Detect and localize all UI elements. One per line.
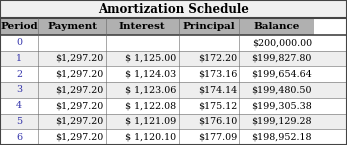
Bar (239, 18, 314, 35)
Text: Amortization Schedule: Amortization Schedule (98, 3, 249, 16)
Text: $ 1,122.08: $ 1,122.08 (126, 101, 177, 110)
Text: Principal: Principal (183, 22, 235, 31)
Bar (179, 18, 239, 35)
Text: $ 1,123.06: $ 1,123.06 (125, 85, 177, 94)
Bar (0, 66, 347, 82)
Text: 4: 4 (16, 101, 22, 110)
Text: $177.09: $177.09 (198, 133, 237, 142)
Text: $1,297.20: $1,297.20 (56, 101, 104, 110)
Text: 3: 3 (16, 85, 22, 94)
Text: Payment: Payment (47, 22, 97, 31)
Text: $199,129.28: $199,129.28 (252, 117, 312, 126)
Text: $173.16: $173.16 (198, 70, 237, 79)
Bar (0, 129, 347, 145)
Bar (0, 51, 347, 66)
Text: $199,827.80: $199,827.80 (252, 54, 312, 63)
Text: Balance: Balance (254, 22, 300, 31)
Text: $198,952.18: $198,952.18 (252, 133, 312, 142)
Text: $172.20: $172.20 (198, 54, 237, 63)
Text: $ 1,121.09: $ 1,121.09 (125, 117, 177, 126)
Text: 0: 0 (16, 38, 22, 47)
Text: 1: 1 (16, 54, 22, 63)
Bar (106, 18, 179, 35)
Text: $ 1,124.03: $ 1,124.03 (125, 70, 177, 79)
Text: $199,480.50: $199,480.50 (252, 85, 312, 94)
Text: $1,297.20: $1,297.20 (56, 117, 104, 126)
Bar (0, 0, 347, 18)
Bar (0, 114, 347, 129)
Text: Interest: Interest (119, 22, 166, 31)
Text: $199,305.38: $199,305.38 (251, 101, 312, 110)
Bar (38, 18, 106, 35)
Bar (0, 35, 347, 51)
Text: 6: 6 (16, 133, 22, 142)
Bar (0, 98, 347, 114)
Text: $1,297.20: $1,297.20 (56, 54, 104, 63)
Text: Period: Period (0, 22, 38, 31)
Text: 5: 5 (16, 117, 22, 126)
Text: $ 1,125.00: $ 1,125.00 (125, 54, 177, 63)
Text: $175.12: $175.12 (198, 101, 237, 110)
Text: $174.14: $174.14 (198, 85, 237, 94)
Bar (0, 82, 347, 98)
Text: $1,297.20: $1,297.20 (56, 85, 104, 94)
Text: $176.10: $176.10 (198, 117, 237, 126)
Bar (0, 18, 38, 35)
Text: $1,297.20: $1,297.20 (56, 70, 104, 79)
Text: $1,297.20: $1,297.20 (56, 133, 104, 142)
Text: 2: 2 (16, 70, 22, 79)
Text: $200,000.00: $200,000.00 (252, 38, 312, 47)
Text: $ 1,120.10: $ 1,120.10 (126, 133, 177, 142)
Text: $199,654.64: $199,654.64 (251, 70, 312, 79)
